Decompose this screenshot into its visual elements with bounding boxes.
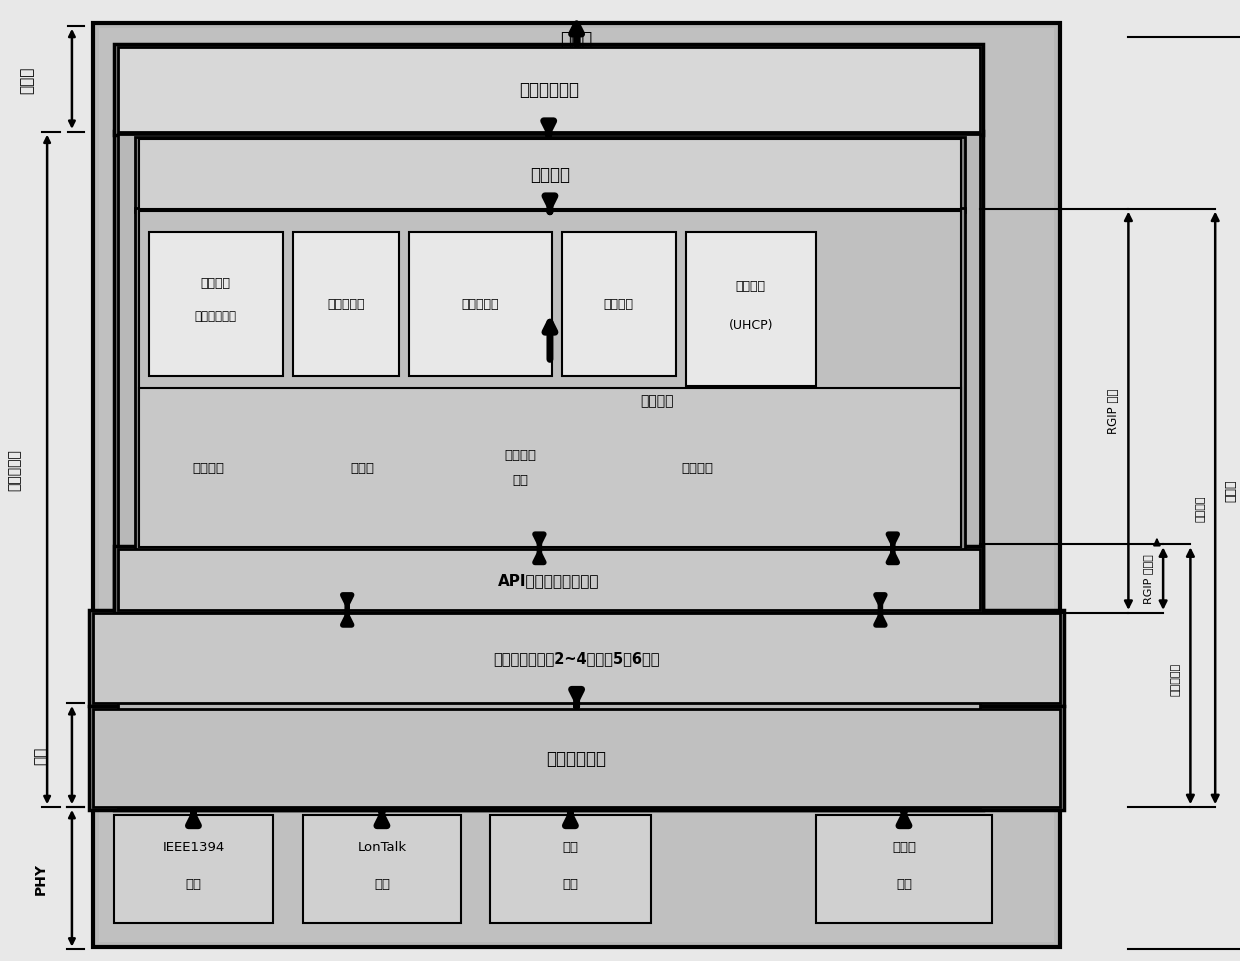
Bar <box>562 233 676 377</box>
Text: 分组分类: 分组分类 <box>192 461 224 475</box>
Bar <box>686 233 816 386</box>
Bar <box>114 547 983 613</box>
Text: 通用协议层: 通用协议层 <box>7 449 22 491</box>
Text: 资源管理: 资源管理 <box>681 461 713 475</box>
Bar <box>149 233 283 377</box>
Bar <box>139 211 961 548</box>
Text: 设备驱动程序: 设备驱动程序 <box>547 750 606 767</box>
Text: 装置: 装置 <box>897 876 911 890</box>
Bar <box>89 706 1064 810</box>
Text: 应用层: 应用层 <box>20 66 35 93</box>
Text: 通用总线: 通用总线 <box>640 394 675 407</box>
Bar <box>139 140 961 209</box>
Text: 图米路口各: 图米路口各 <box>1171 662 1180 695</box>
Bar <box>114 132 983 810</box>
Bar <box>135 209 965 551</box>
Text: 安全性: 安全性 <box>350 461 374 475</box>
Text: 控制: 控制 <box>513 473 528 486</box>
Bar <box>303 815 461 923</box>
Bar <box>490 815 651 923</box>
Text: 装置控制: 装置控制 <box>735 280 766 293</box>
Bar <box>139 388 961 548</box>
Text: 通信量管理: 通信量管理 <box>461 298 500 311</box>
Text: 蓝牙: 蓝牙 <box>563 840 578 853</box>
Text: 地址转换: 地址转换 <box>604 298 634 311</box>
Text: 广播和组播: 广播和组播 <box>327 298 365 311</box>
Text: 装置: 装置 <box>374 876 389 890</box>
Bar <box>293 233 399 377</box>
Bar <box>89 610 1064 706</box>
Text: 拥塞访问: 拥塞访问 <box>505 448 537 461</box>
Bar <box>99 29 1054 942</box>
Bar <box>93 24 1060 947</box>
Text: (UHCP): (UHCP) <box>729 318 773 332</box>
Text: IEEE1394: IEEE1394 <box>162 840 224 853</box>
Text: API、分裂与整理碎片: API、分裂与整理碎片 <box>498 573 599 587</box>
Bar <box>118 135 980 807</box>
Text: 下层协议栈（第2~4层、第5扲6层）: 下层协议栈（第2~4层、第5扲6层） <box>494 651 660 666</box>
Bar <box>118 48 980 133</box>
Text: RGIP 路径: RGIP 路径 <box>1107 388 1120 434</box>
Bar <box>118 550 980 610</box>
Bar <box>114 45 983 136</box>
Text: RGIP 本口各: RGIP 本口各 <box>1143 554 1153 604</box>
Bar <box>135 137 965 212</box>
Text: 管理注册: 管理注册 <box>201 277 231 289</box>
Text: 下层: 下层 <box>33 747 48 764</box>
Text: 通用总线: 通用总线 <box>1195 495 1205 522</box>
Bar <box>114 815 273 923</box>
Text: 装置: 装置 <box>186 876 201 890</box>
Text: 诊断活跃检查: 诊断活跃检查 <box>195 309 237 323</box>
Text: 应用层: 应用层 <box>560 32 593 49</box>
Text: 应用程序接口: 应用程序接口 <box>518 82 579 99</box>
Text: 以太网: 以太网 <box>892 840 916 853</box>
Bar <box>409 233 552 377</box>
Bar <box>93 709 1060 807</box>
Text: 装置: 装置 <box>563 876 578 890</box>
Text: LonTalk: LonTalk <box>357 840 407 853</box>
Text: PHY: PHY <box>33 862 48 895</box>
Text: 分组交换: 分组交换 <box>529 166 570 184</box>
Text: 太数据: 太数据 <box>1225 479 1238 502</box>
Bar <box>816 815 992 923</box>
Bar <box>93 613 1060 703</box>
